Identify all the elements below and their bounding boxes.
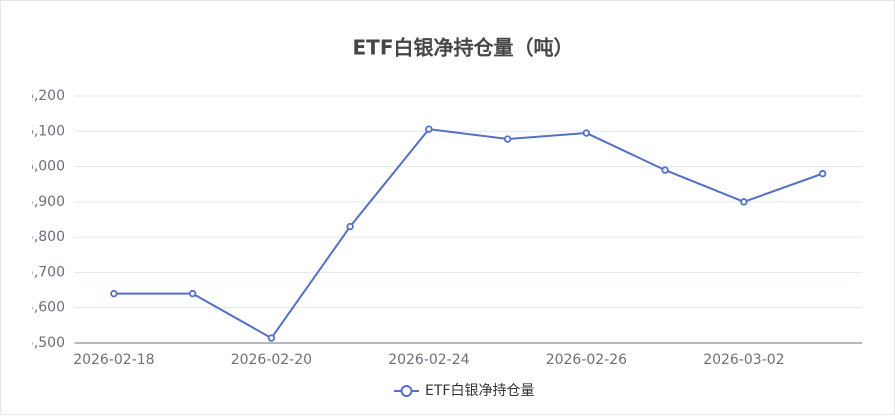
point bbox=[110, 289, 118, 298]
legend-marker bbox=[400, 385, 413, 397]
x-tick-label: 2026-02-18 bbox=[73, 352, 154, 368]
y-tick-label: 5,900 bbox=[25, 194, 65, 210]
y-tick-label: 5,800 bbox=[25, 229, 65, 245]
chart-title: ETF白银净持仓量（吨） bbox=[353, 36, 574, 60]
x-tick-label: 2026-03-02 bbox=[703, 352, 784, 368]
y-tick-label: 6,000 bbox=[25, 159, 65, 175]
y-tick-label: 5,700 bbox=[25, 264, 65, 280]
point bbox=[267, 334, 276, 342]
y-tick-label: 5,500 bbox=[25, 335, 65, 351]
point bbox=[661, 166, 669, 174]
legend-label: ETF白银净持仓量 bbox=[425, 383, 534, 399]
x-tick-label: 2026-02-20 bbox=[231, 352, 312, 368]
point bbox=[425, 125, 433, 133]
x-tick-label: 2026-02-24 bbox=[388, 352, 469, 368]
y-tick-label: 6,200 bbox=[25, 88, 65, 104]
point bbox=[503, 135, 512, 143]
point bbox=[188, 289, 197, 298]
line bbox=[113, 128, 823, 340]
point bbox=[818, 169, 827, 178]
x-tick-label: 2026-02-26 bbox=[546, 352, 627, 368]
y-tick-label: 5,600 bbox=[25, 300, 65, 316]
y-tick-label: 6,100 bbox=[25, 123, 65, 139]
point bbox=[582, 129, 591, 137]
point bbox=[740, 198, 748, 206]
point bbox=[346, 222, 354, 231]
